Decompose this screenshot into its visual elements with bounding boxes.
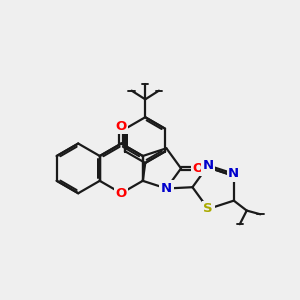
Text: N: N [203,159,214,172]
Text: O: O [116,187,127,200]
Text: O: O [116,120,127,133]
Text: O: O [193,162,204,175]
Text: N: N [228,167,239,180]
Text: S: S [203,202,213,215]
Text: N: N [161,182,172,195]
